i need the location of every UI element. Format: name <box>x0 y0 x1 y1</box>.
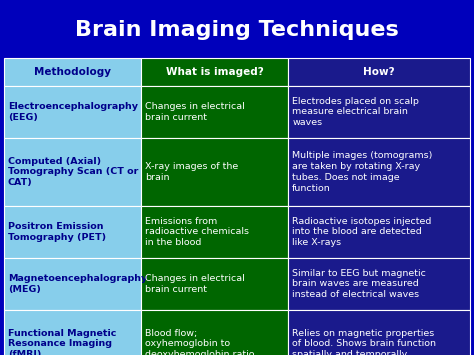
Bar <box>4 206 141 258</box>
Text: Changes in electrical
brain current: Changes in electrical brain current <box>146 274 245 294</box>
Bar <box>288 58 470 86</box>
Bar <box>141 58 288 86</box>
Text: Emissions from
radioactive chemicals
in the blood: Emissions from radioactive chemicals in … <box>146 217 249 247</box>
Text: Electrodes placed on scalp
measure electrical brain
waves: Electrodes placed on scalp measure elect… <box>292 97 419 127</box>
Bar <box>141 86 288 138</box>
Text: Changes in electrical
brain current: Changes in electrical brain current <box>146 102 245 122</box>
Bar <box>4 310 141 355</box>
Bar <box>4 258 141 310</box>
Bar <box>141 258 288 310</box>
Text: Methodology: Methodology <box>34 67 111 77</box>
Text: How?: How? <box>363 67 395 77</box>
Bar <box>141 138 288 206</box>
Bar <box>288 86 470 138</box>
Text: Electroencephalography
(EEG): Electroencephalography (EEG) <box>8 102 138 122</box>
Text: Similar to EEG but magnetic
brain waves are measured
instead of electrical waves: Similar to EEG but magnetic brain waves … <box>292 269 426 299</box>
Text: What is imaged?: What is imaged? <box>166 67 264 77</box>
Text: Relies on magnetic properties
of blood. Shows brain function
spatially and tempo: Relies on magnetic properties of blood. … <box>292 329 436 355</box>
Text: Magnetoencephalography
(MEG): Magnetoencephalography (MEG) <box>8 274 147 294</box>
Bar <box>4 138 141 206</box>
Bar <box>141 206 288 258</box>
Text: Brain Imaging Techniques: Brain Imaging Techniques <box>75 20 399 40</box>
Bar <box>288 138 470 206</box>
Text: Functional Magnetic
Resonance Imaging
(fMRI): Functional Magnetic Resonance Imaging (f… <box>8 329 117 355</box>
Text: Computed (Axial)
Tomography Scan (CT or
CAT): Computed (Axial) Tomography Scan (CT or … <box>8 157 138 187</box>
Text: X-ray images of the
brain: X-ray images of the brain <box>146 162 239 182</box>
Bar <box>288 310 470 355</box>
Text: Multiple images (tomograms)
are taken by rotating X-ray
tubes. Does not image
fu: Multiple images (tomograms) are taken by… <box>292 151 433 193</box>
Bar <box>4 86 141 138</box>
Text: Radioactive isotopes injected
into the blood are detected
like X-rays: Radioactive isotopes injected into the b… <box>292 217 432 247</box>
Bar <box>288 206 470 258</box>
Bar <box>141 310 288 355</box>
Text: Blood flow;
oxyhemoglobin to
deoxyhemoglobin ratio: Blood flow; oxyhemoglobin to deoxyhemogl… <box>146 329 255 355</box>
Bar <box>288 258 470 310</box>
Text: Positron Emission
Tomography (PET): Positron Emission Tomography (PET) <box>8 222 106 242</box>
Bar <box>4 58 141 86</box>
